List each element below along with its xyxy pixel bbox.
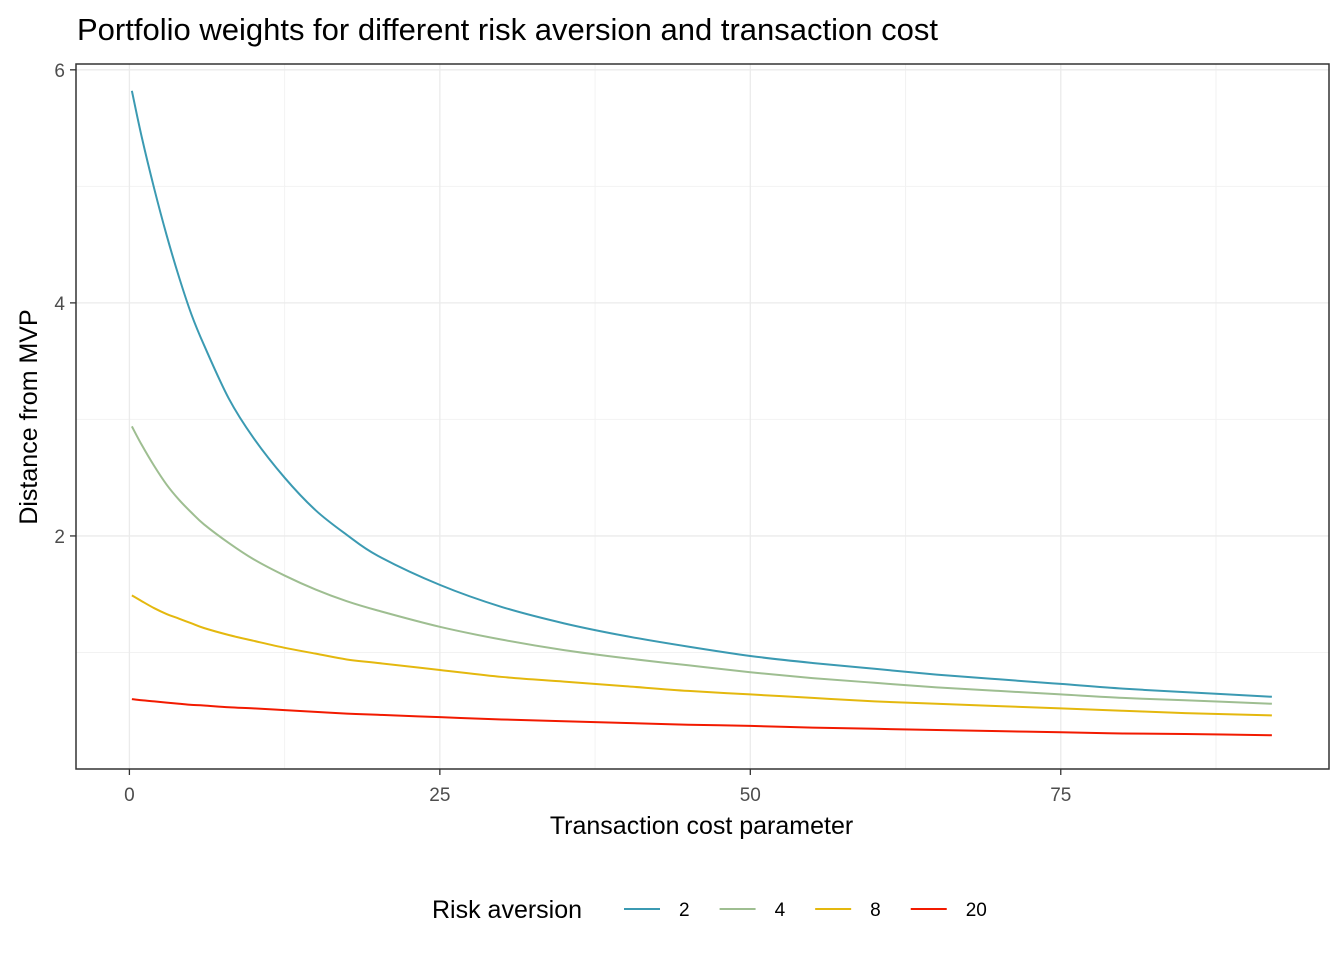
legend-label-2: 2	[679, 900, 690, 921]
y-axis: 2 4 6	[54, 61, 76, 548]
y-axis-title: Distance from MVP	[15, 309, 43, 524]
panel-border	[75, 63, 1330, 770]
x-axis: 0 25 50 75	[124, 769, 1071, 806]
series-line-20	[131, 698, 1272, 737]
legend-items: 2 4 8 20	[624, 900, 987, 921]
panel-background	[76, 64, 1329, 769]
y-tick-label: 2	[54, 527, 65, 548]
series-line-2	[130, 90, 1272, 698]
series-line-8	[131, 594, 1272, 717]
minor-gridlines	[76, 64, 1329, 769]
x-tick-label: 50	[740, 785, 761, 806]
series-lines	[130, 90, 1272, 737]
legend-label-8: 8	[870, 900, 881, 921]
x-tick-label: 0	[124, 785, 135, 806]
plot-panel	[75, 63, 1330, 770]
y-tick-label: 6	[54, 61, 65, 82]
legend-label-20: 20	[966, 900, 987, 921]
chart-title: Portfolio weights for different risk ave…	[77, 12, 938, 47]
legend-label-4: 4	[775, 900, 786, 921]
x-tick-label: 75	[1050, 785, 1071, 806]
legend: Risk aversion 2 4 8 20	[432, 896, 987, 924]
major-gridlines	[76, 64, 1329, 769]
x-tick-label: 25	[429, 785, 450, 806]
y-tick-label: 4	[54, 294, 65, 315]
legend-title: Risk aversion	[432, 896, 582, 924]
series-line-4	[130, 425, 1272, 705]
x-axis-title: Transaction cost parameter	[550, 812, 853, 840]
